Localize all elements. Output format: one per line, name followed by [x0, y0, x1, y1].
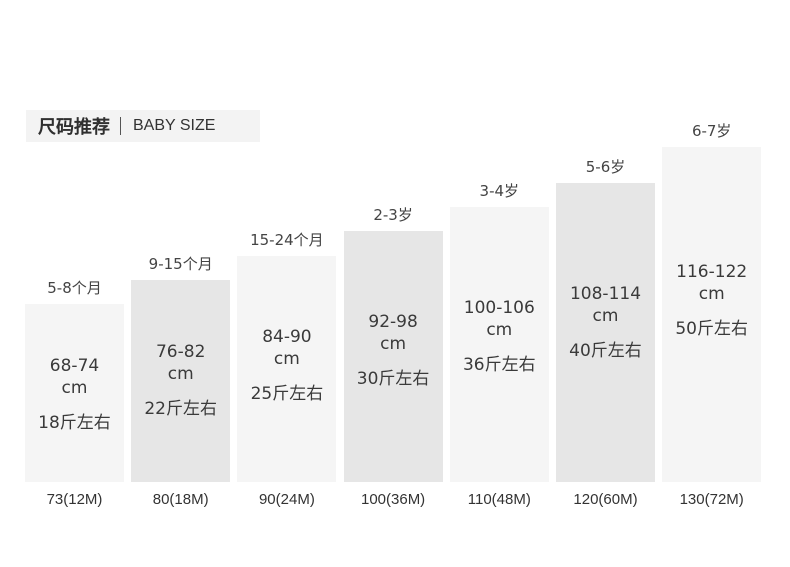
height-unit: cm — [167, 363, 194, 384]
height-unit: cm — [486, 320, 513, 340]
size-bar — [449, 207, 549, 482]
size-bar — [556, 183, 655, 482]
height-range: 92-98 — [368, 312, 418, 333]
weight-label: 30斤左右 — [356, 369, 430, 390]
age-label: 5-8个月 — [47, 279, 102, 297]
height-range: 116-122 — [676, 262, 748, 282]
size-bar — [237, 256, 337, 482]
height-unit: cm — [61, 378, 88, 399]
size-category-label: 90(24M) — [258, 491, 315, 508]
size-bar — [662, 147, 762, 482]
height-range: 84-90 — [262, 327, 312, 348]
height-unit: cm — [698, 284, 725, 304]
size-category-label: 130(72M) — [679, 491, 744, 508]
height-range: 100-106 — [463, 298, 535, 318]
size-bar — [343, 231, 443, 482]
size-bar — [131, 280, 231, 482]
height-range: 76-82 — [155, 341, 206, 362]
height-unit: cm — [380, 334, 407, 355]
chart-header: 尺码推荐 BABY SIZE — [26, 110, 260, 142]
size-category-label: 80(18M) — [152, 491, 209, 508]
age-label: 5-6岁 — [585, 158, 626, 176]
age-label: 9-15个月 — [148, 255, 213, 273]
size-category-label: 73(12M) — [46, 491, 103, 508]
age-label: 6-7岁 — [691, 122, 732, 140]
height-unit: cm — [273, 349, 300, 370]
size-category-label: 110(48M) — [467, 491, 531, 508]
size-bar — [25, 304, 124, 482]
size-category-label: 100(36M) — [360, 491, 426, 508]
height-range: 108-114 — [569, 283, 642, 304]
weight-label: 22斤左右 — [144, 398, 217, 419]
header-title-en: BABY SIZE — [133, 117, 216, 134]
weight-label: 36斤左右 — [462, 355, 536, 375]
weight-label: 25斤左右 — [250, 384, 324, 405]
weight-label: 40斤左右 — [569, 340, 642, 361]
age-label: 15-24个月 — [250, 231, 324, 249]
weight-label: 50斤左右 — [675, 319, 748, 339]
weight-label: 18斤左右 — [38, 413, 111, 434]
size-category-label: 120(60M) — [573, 491, 638, 508]
height-unit: cm — [592, 305, 619, 326]
header-divider — [120, 117, 121, 135]
height-range: 68-74 — [49, 356, 100, 377]
age-label: 3-4岁 — [479, 182, 520, 200]
age-label: 2-3岁 — [373, 206, 413, 224]
header-title-zh: 尺码推荐 — [38, 117, 110, 138]
